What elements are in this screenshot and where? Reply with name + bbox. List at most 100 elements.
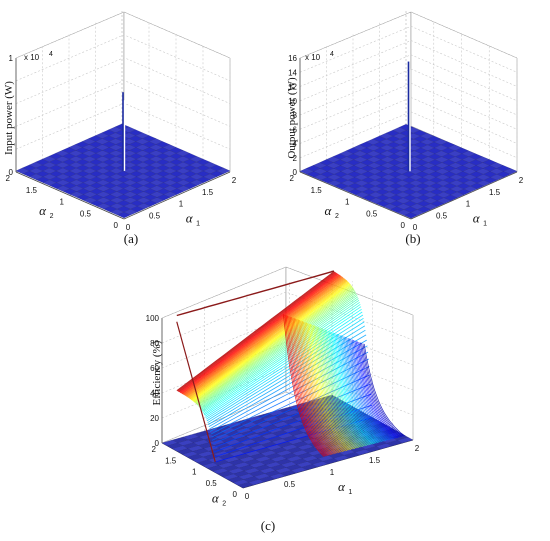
x-tick-label: 2 <box>519 176 524 185</box>
contour-line <box>340 335 383 443</box>
contour-line <box>185 277 344 397</box>
contour-line <box>347 337 389 441</box>
contour-line <box>342 335 384 442</box>
z-gridline <box>161 291 414 344</box>
contour-line <box>303 321 345 452</box>
z-tick-label: 100 <box>146 314 160 323</box>
x-axis-label-sub: 1 <box>196 221 200 228</box>
contour-line <box>319 327 361 448</box>
contour-line <box>183 275 342 396</box>
y-axis-label-sub: 2 <box>222 501 226 508</box>
figure-caption: (b) <box>405 231 420 246</box>
contour-line <box>328 331 370 446</box>
contour-line <box>210 351 369 435</box>
z-gridline <box>299 40 518 87</box>
contour-line <box>314 325 356 449</box>
contour-line <box>289 316 331 456</box>
contour-line <box>339 334 381 443</box>
contour-line <box>327 330 369 446</box>
z-exponent-label: x 10 <box>24 53 40 62</box>
z-axis-label: Output power (W) <box>286 77 298 159</box>
contour-line <box>287 315 329 456</box>
contour-line <box>190 281 349 400</box>
z-tick-label: 2 <box>293 154 298 163</box>
x-tick-label: 0 <box>126 223 131 232</box>
contour-line <box>189 280 348 399</box>
contour-line <box>198 292 357 407</box>
contour-line <box>213 383 371 449</box>
y-axis-line <box>299 171 412 220</box>
x-tick-label: 0 <box>413 223 418 232</box>
contour-line <box>179 272 337 393</box>
contour-line <box>311 324 353 450</box>
z-exponent-value: 4 <box>330 51 334 58</box>
x-axis-line <box>410 171 518 220</box>
x-tick-label: 1.5 <box>489 188 501 197</box>
x-tick-label: 2 <box>232 176 237 185</box>
x-tick-label: 0.5 <box>284 480 296 489</box>
contour-line <box>307 323 349 451</box>
z-axis-label: Efficiency (%) <box>151 340 163 405</box>
contour-line <box>297 319 340 454</box>
y-tick-label: 1.5 <box>26 186 38 195</box>
contour-line <box>330 331 372 445</box>
contour-line <box>351 339 393 440</box>
contour-line <box>285 315 327 457</box>
contour-line <box>291 317 333 455</box>
contour-line <box>332 332 374 445</box>
contour-line <box>354 340 396 439</box>
z-tick-label: 20 <box>150 414 159 423</box>
plot-efficiency: 02040608010000.511.5200.511.52Efficiency… <box>146 266 420 533</box>
contour-line <box>355 340 397 439</box>
contour-line <box>288 316 330 456</box>
contour-line <box>192 283 351 402</box>
contour-line <box>323 329 365 447</box>
contour-line <box>346 337 388 441</box>
y-tick-label: 1.5 <box>165 456 177 465</box>
contour-line <box>215 417 373 463</box>
contour-line <box>200 296 359 410</box>
z-tick-label: 0 <box>155 439 160 448</box>
contour-line <box>189 280 348 400</box>
y-axis-line <box>15 171 125 220</box>
y-tick-label: 0.5 <box>80 209 92 218</box>
z-gridline <box>15 57 231 104</box>
z-gridline <box>15 80 231 127</box>
contour-line <box>177 271 335 392</box>
x-tick-label: 0.5 <box>436 211 448 220</box>
x-tick-label: 1.5 <box>202 188 214 197</box>
contour-line <box>195 287 354 405</box>
contour-line <box>204 311 363 417</box>
contour-line <box>292 317 334 455</box>
y-axis-label: α <box>325 203 333 218</box>
z-gridline <box>15 34 231 82</box>
contour-line <box>304 322 346 452</box>
z-tick-label: 10 <box>288 97 297 106</box>
contour-line <box>318 327 360 448</box>
contour-line <box>184 276 342 396</box>
x-tick-label: 0 <box>245 492 250 501</box>
contour-line <box>338 334 380 443</box>
x-axis-label-sub: 1 <box>483 221 487 228</box>
contour-line <box>180 273 339 394</box>
contour-line <box>358 341 400 438</box>
contour-line <box>335 333 377 444</box>
y-axis-label: α <box>39 203 47 218</box>
contour-line <box>202 304 361 413</box>
contour-line <box>205 314 364 419</box>
figure-caption: (c) <box>261 518 275 533</box>
z-tick-label: 8 <box>293 111 298 120</box>
contour-line <box>181 274 340 395</box>
contour-line <box>350 338 392 440</box>
y-axis-label: α <box>212 491 220 506</box>
x-axis-label: α <box>338 479 346 494</box>
contour-line <box>197 289 355 406</box>
contour-line <box>182 275 341 395</box>
contour-line <box>203 306 362 415</box>
contour-line <box>186 278 345 398</box>
z-exponent-value: 4 <box>49 51 53 58</box>
z-tick-label: 40 <box>150 389 159 398</box>
x-axis-label: α <box>473 211 481 226</box>
